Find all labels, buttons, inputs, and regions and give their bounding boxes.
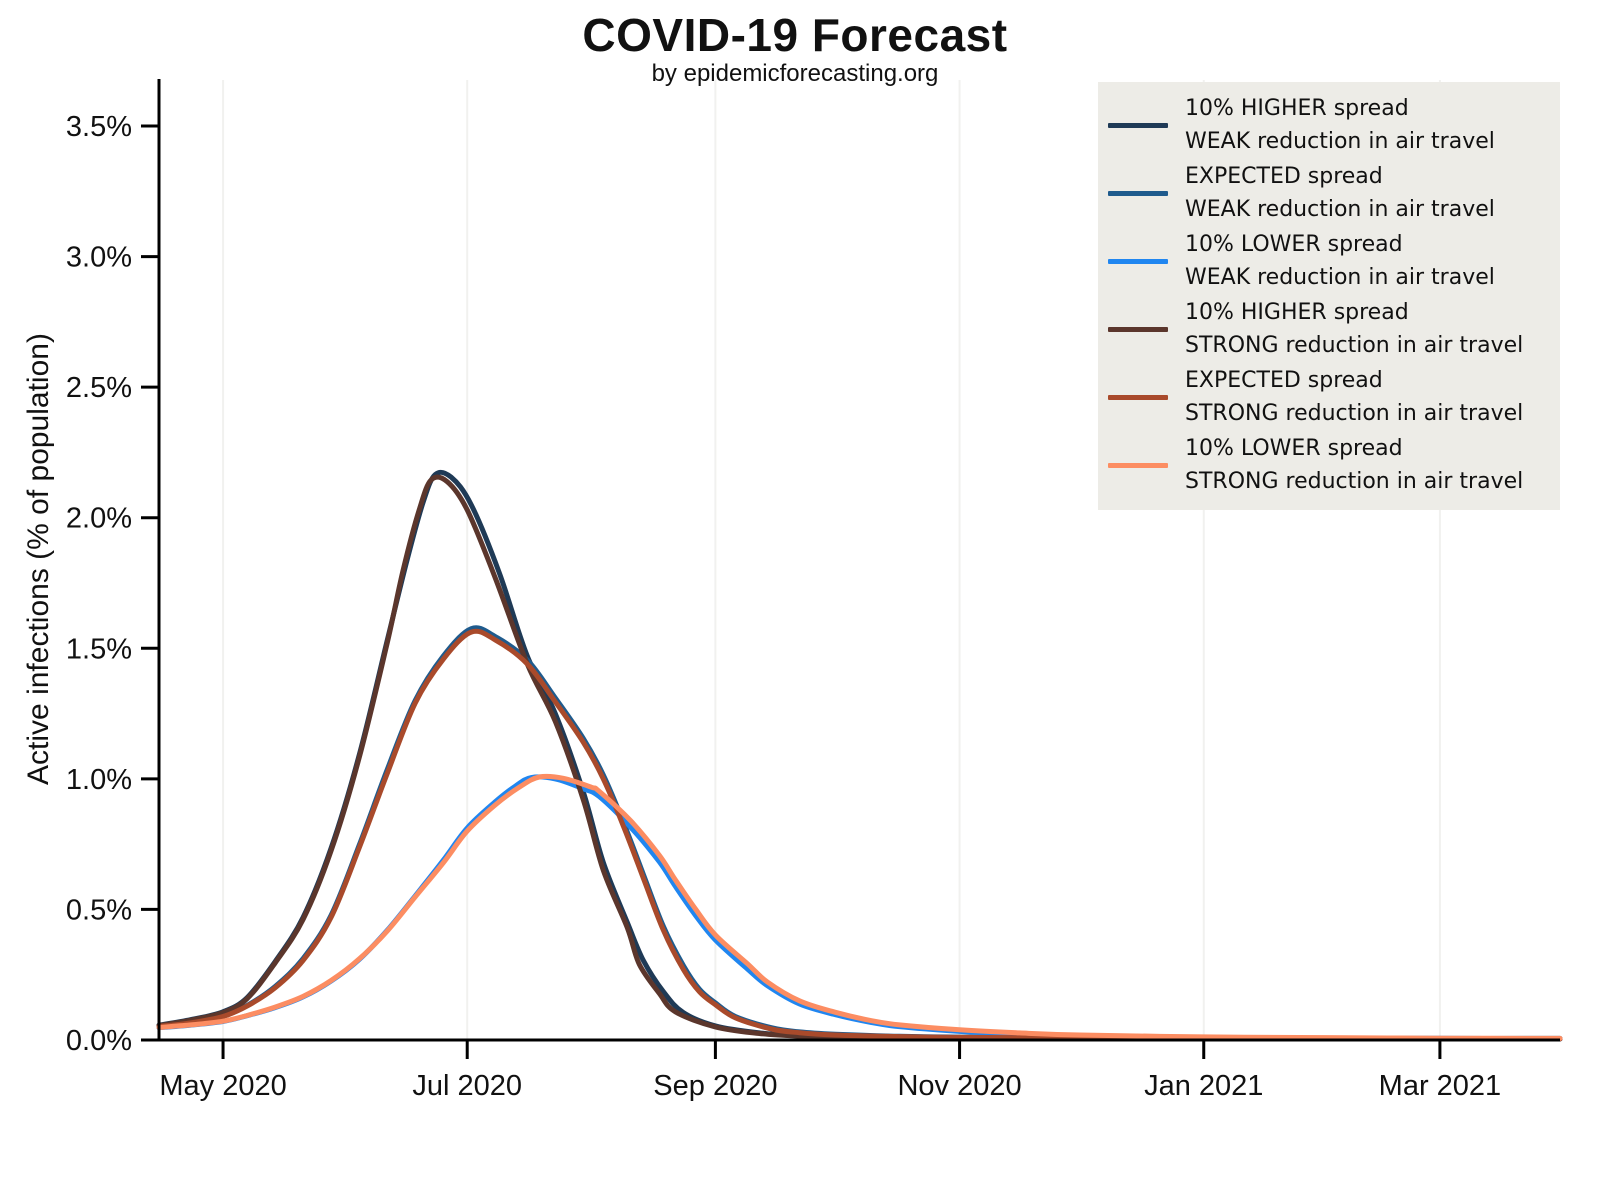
y-tick-label: 0.5%	[66, 894, 132, 926]
legend-item-expected-strong[interactable]: EXPECTED spread STRONG reduction in air t…	[1108, 364, 1560, 432]
x-tick-label: Nov 2020	[897, 1070, 1021, 1102]
legend-label-higher-strong: 10% HIGHER spread STRONG reduction in air…	[1185, 300, 1524, 358]
series-line-expected-strong	[156, 628, 1563, 1042]
series-line-higher-weak	[156, 469, 1563, 1042]
x-tick-label: Mar 2021	[1379, 1070, 1502, 1102]
legend-label-lower-weak: 10% LOWER spread WEAK reduction in air tr…	[1185, 232, 1495, 290]
x-tick-label: Jul 2020	[412, 1070, 522, 1102]
legend-item-lower-weak[interactable]: 10% LOWER spread WEAK reduction in air tr…	[1108, 228, 1560, 296]
legend-swatch-expected-strong	[1108, 395, 1168, 400]
y-tick-label: 2.5%	[66, 372, 132, 404]
x-tick-label: Sep 2020	[653, 1070, 777, 1102]
legend-swatch-higher-strong	[1108, 327, 1168, 332]
chart-subtitle: by epidemicforecasting.org	[651, 60, 939, 87]
legend-item-lower-strong[interactable]: 10% LOWER spread STRONG reduction in air …	[1108, 432, 1560, 500]
legend-label-expected-strong: EXPECTED spread STRONG reduction in air t…	[1185, 368, 1524, 426]
y-tick-label: 1.5%	[66, 633, 132, 665]
legend-swatch-higher-weak	[1108, 123, 1168, 128]
y-tick-label: 3.0%	[66, 242, 132, 274]
series-line-expected-weak	[156, 625, 1563, 1041]
series-line-lower-strong	[156, 773, 1563, 1041]
legend-item-expected-weak[interactable]: EXPECTED spread WEAK reduction in air tra…	[1108, 160, 1560, 228]
y-tick-label: 3.5%	[66, 111, 132, 143]
legend-swatch-lower-strong	[1108, 463, 1168, 468]
legend-item-higher-weak[interactable]: 10% HIGHER spread WEAK reduction in air t…	[1108, 92, 1560, 160]
legend-swatch-lower-weak	[1108, 259, 1168, 264]
legend-item-higher-strong[interactable]: 10% HIGHER spread STRONG reduction in air…	[1108, 296, 1560, 364]
legend: 10% HIGHER spread WEAK reduction in air t…	[1098, 82, 1560, 510]
x-tick-label: Jan 2021	[1144, 1070, 1263, 1102]
legend-swatch-expected-weak	[1108, 191, 1168, 196]
y-tick-label: 2.0%	[66, 503, 132, 535]
legend-label-higher-weak: 10% HIGHER spread WEAK reduction in air t…	[1185, 96, 1495, 154]
y-tick-label: 1.0%	[66, 764, 132, 796]
legend-label-lower-strong: 10% LOWER spread STRONG reduction in air …	[1185, 436, 1524, 494]
legend-label-expected-weak: EXPECTED spread WEAK reduction in air tra…	[1185, 164, 1495, 222]
y-axis-title: Active infections (% of population)	[22, 333, 55, 785]
y-tick-label: 0.0%	[66, 1025, 132, 1057]
chart-title: COVID-19 Forecast	[582, 9, 1008, 61]
series-line-higher-strong	[156, 474, 1563, 1042]
x-tick-label: May 2020	[159, 1070, 286, 1102]
